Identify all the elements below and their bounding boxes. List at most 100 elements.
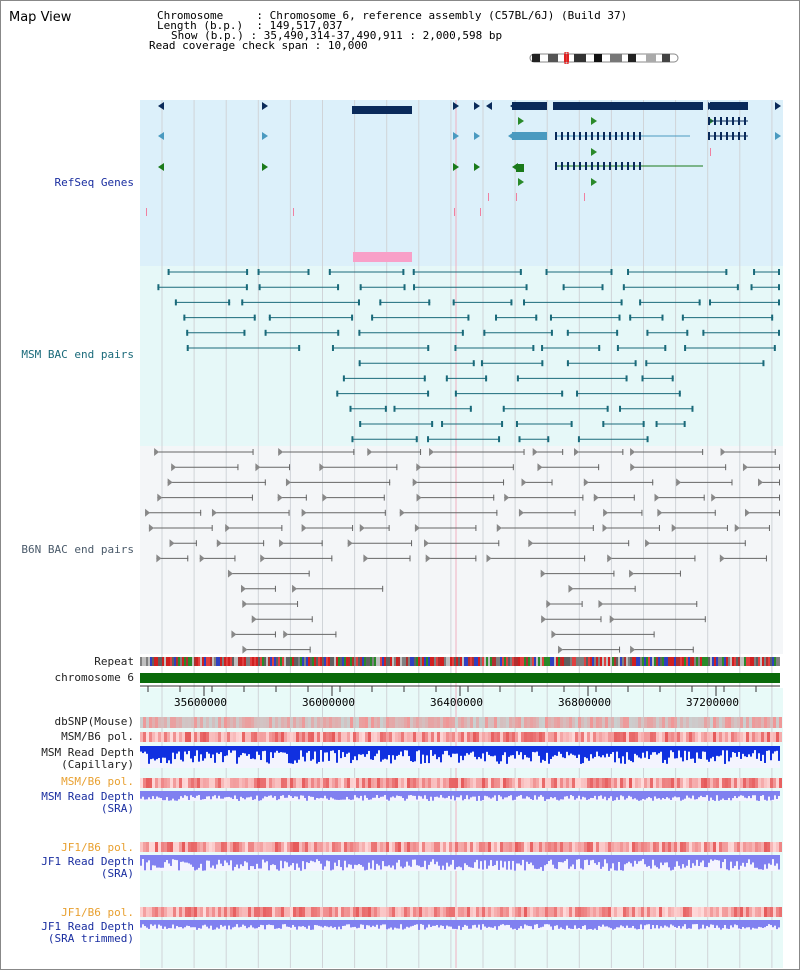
depth-bar <box>540 855 542 868</box>
msm-bac-track[interactable] <box>157 269 780 443</box>
msm-bac-label[interactable]: MSM BAC end pairs <box>21 348 134 361</box>
depth-bar <box>370 746 372 760</box>
polymorphism-cell <box>500 778 503 788</box>
polymorphism-cell <box>767 842 770 852</box>
depth-bar <box>516 746 518 752</box>
polymorphism-cell <box>419 717 422 728</box>
bac-end <box>475 555 477 562</box>
depth-bar <box>708 920 710 928</box>
polymorphism-cell <box>275 842 278 852</box>
polymorphism-cell <box>521 842 524 852</box>
depth-bar <box>432 920 434 926</box>
polymorphism-cell <box>230 717 233 728</box>
refseq-genes-label[interactable]: RefSeq Genes <box>54 176 134 189</box>
b6n-bac-label[interactable]: B6N BAC end pairs <box>21 543 134 556</box>
repeat-segment <box>222 657 224 666</box>
depth-bar <box>652 920 654 925</box>
depth-bar <box>210 791 212 800</box>
polymorphism-cell <box>236 717 239 728</box>
bac-end <box>501 421 504 427</box>
repeat-segment <box>248 657 250 666</box>
polymorphism-cell <box>743 717 746 728</box>
depth-bar <box>380 791 382 797</box>
depth-bar <box>708 746 710 762</box>
bac-end <box>602 421 605 427</box>
polymorphism-cell <box>740 778 743 788</box>
bac-end <box>483 329 486 336</box>
polymorphism-cell <box>329 778 332 788</box>
polymorphism-cell <box>425 907 428 917</box>
polymorphism-cell <box>296 842 299 852</box>
depth-bar <box>594 920 596 929</box>
repeat-segment <box>522 657 524 666</box>
genome-map-canvas[interactable]: 35600000 36000000 36400000 36800000 37200000 <box>140 100 783 968</box>
polymorphism-cell <box>443 842 446 852</box>
depth-bar <box>614 791 616 801</box>
bac-end <box>277 493 283 502</box>
chromosome-ideogram[interactable] <box>528 52 683 64</box>
depth-bar <box>194 855 196 871</box>
repeat-segment <box>418 657 420 666</box>
depth-bar <box>560 791 562 800</box>
polymorphism-cell <box>461 907 464 917</box>
polymorphism-cell <box>152 778 155 788</box>
depth-bar <box>344 791 346 800</box>
polymorphism-cell <box>431 717 434 728</box>
repeat-segment <box>582 657 584 666</box>
depth-bar <box>462 855 464 871</box>
depth-bar <box>662 746 664 763</box>
bac-end <box>753 269 756 275</box>
depth-bar <box>456 791 458 798</box>
gene-arrow <box>486 102 492 110</box>
depth-bar <box>282 746 284 753</box>
polymorphism-cell <box>407 778 410 788</box>
polymorphism-cell <box>368 717 371 728</box>
polymorphism-cell <box>584 842 587 852</box>
depth-bar <box>316 746 318 764</box>
repeat-segment <box>324 657 326 666</box>
refseq-genes-track[interactable] <box>146 102 781 262</box>
polymorphism-cell <box>212 842 215 852</box>
bac-end <box>576 390 579 397</box>
depth-bar <box>600 920 602 927</box>
polymorphism-cell <box>692 732 695 742</box>
gene-arrow <box>158 102 164 110</box>
depth-bar <box>674 791 676 797</box>
polymorphism-cell <box>509 842 512 852</box>
depth-bar <box>466 791 468 796</box>
depth-bar <box>452 746 454 754</box>
depth-bar <box>572 746 574 755</box>
depth-bar <box>334 920 336 927</box>
depth-bar <box>156 920 158 929</box>
depth-bar <box>622 855 624 871</box>
polymorphism-cell <box>551 907 554 917</box>
polymorphism-cell <box>704 778 707 788</box>
polymorphism-cell <box>611 732 614 742</box>
depth-bar <box>338 791 340 800</box>
bac-end <box>337 329 340 336</box>
polymorphism-cell <box>752 732 755 742</box>
polymorphism-cell <box>680 778 683 788</box>
repeat-segment <box>770 657 772 666</box>
depth-bar <box>254 855 256 870</box>
polymorphism-cell <box>197 907 200 917</box>
b6n-bac-track[interactable] <box>145 448 780 654</box>
bac-end <box>540 569 546 578</box>
repeat-segment <box>242 657 244 666</box>
polymorphism-cell <box>470 842 473 852</box>
polymorphism-cell <box>182 717 185 728</box>
depth-bar <box>698 746 700 759</box>
depth-bar <box>484 920 486 927</box>
polymorphism-cell <box>248 778 251 788</box>
gene-exon-tick <box>597 162 599 170</box>
depth-bar <box>280 855 282 861</box>
b6n-panel-bg <box>140 446 783 654</box>
gene-arrow <box>474 102 480 110</box>
gene-exon-tick <box>579 162 581 170</box>
repeat-segment <box>614 657 616 666</box>
polymorphism-cell <box>707 732 710 742</box>
polymorphism-cell <box>497 842 500 852</box>
depth-bar <box>352 791 354 800</box>
depth-bar <box>510 920 512 928</box>
polymorphism-cell <box>518 732 521 742</box>
